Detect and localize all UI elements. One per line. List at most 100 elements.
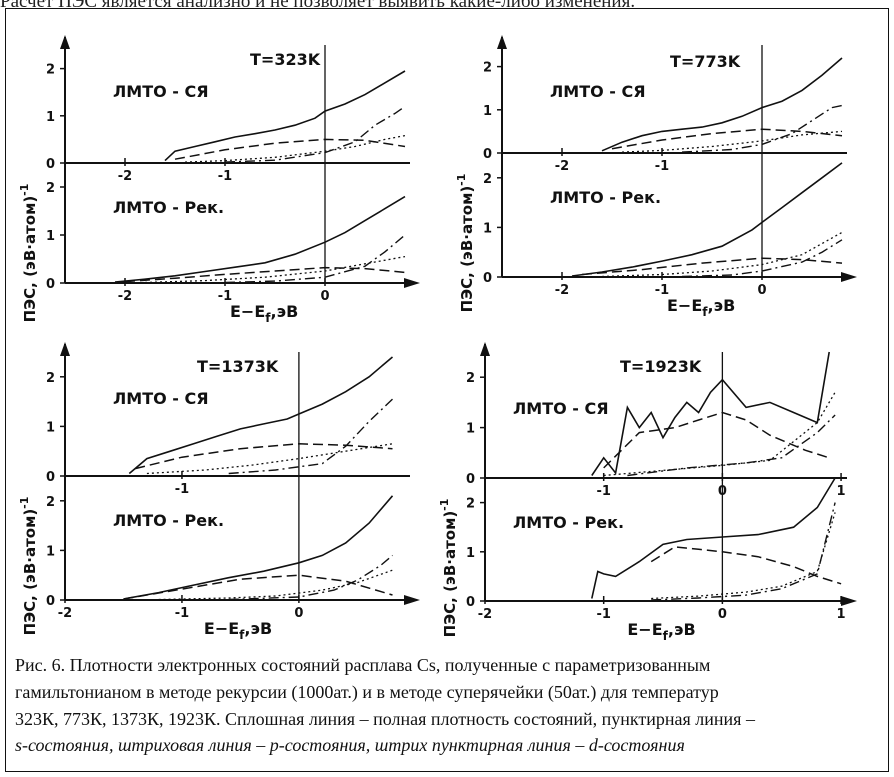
x-axis-label-unit: ,эВ	[708, 296, 736, 315]
dos-curve-dotted	[184, 134, 406, 163]
y-tick-label: 2	[483, 61, 492, 76]
y-tick-label: 2	[46, 371, 55, 386]
x-axis-arrow-icon	[404, 278, 420, 288]
y-tick-label: 0	[46, 277, 55, 292]
temperature-title: T=1373K	[197, 357, 279, 376]
temperature-title: T=323K	[250, 50, 321, 69]
x-tick-label: 1	[837, 484, 846, 499]
truncated-top-text: Расчёт ПЭС является анализно и не позвол…	[0, 0, 636, 11]
x-axis-label-sub: f	[239, 628, 245, 642]
figure-caption: Рис. 6. Плотности электронных состояний …	[15, 652, 883, 759]
x-tick-label: -1	[175, 606, 189, 621]
panel-label-supercell: ЛМТО - СЯ	[113, 389, 209, 408]
x-axis-label-sub: f	[702, 305, 708, 319]
y-axis-arrow-icon	[60, 342, 70, 356]
x-tick-label: -2	[58, 606, 72, 621]
y-axis-label-sup: -1	[18, 184, 31, 196]
x-tick-label: -2	[555, 159, 569, 174]
caption-line-1: Рис. 6. Плотности электронных состояний …	[15, 655, 711, 675]
x-tick-label: -1	[655, 159, 669, 174]
x-tick-label: -2	[118, 289, 132, 304]
dos-curve-solid	[591, 351, 830, 476]
dos-curve-dashdot	[224, 105, 406, 163]
x-tick-label: 0	[718, 484, 727, 499]
y-tick-label: 0	[466, 595, 475, 610]
dos-curve-dashdot	[228, 398, 393, 475]
dos-curve-solid	[591, 477, 836, 599]
y-tick-label: 0	[483, 147, 492, 162]
x-axis-label: E−Ef,эВ	[667, 296, 735, 319]
dos-curve-dotted	[158, 569, 393, 601]
x-tick-label: 0	[294, 606, 303, 621]
y-tick-label: 0	[46, 157, 55, 172]
y-tick-label: 2	[466, 497, 475, 512]
plot-t773: T=773K ЛМТО - СЯ 0 1 2 -2 -1 ЛМТО - Рек. 0 1 2 -2 -1…	[455, 35, 857, 319]
figure-plots: T=323K ЛМТО - СЯ 0 1 2 -2 -1 ЛМТО - Рек. 0 1 2 -2 -1…	[18, 35, 857, 643]
y-tick-label: 1	[46, 420, 55, 435]
x-tick-label: -1	[175, 482, 189, 497]
x-axis-label: E−Ef,эВ	[230, 302, 298, 325]
panel-label-recursion: ЛМТО - Рек.	[113, 198, 224, 217]
x-axis-label: E−Ef,эВ	[627, 620, 695, 643]
x-tick-label: -2	[555, 283, 569, 298]
dos-curve-dashed	[611, 128, 843, 150]
dos-curve-dashed	[123, 574, 393, 600]
caption-line-4: s-состояния, штриховая линия – p-состоян…	[15, 735, 685, 756]
panel-label-supercell: ЛМТО - СЯ	[113, 82, 209, 101]
y-tick-label: 0	[466, 472, 475, 487]
y-tick-label: 2	[46, 63, 55, 78]
x-tick-label: 0	[320, 289, 329, 304]
dos-curve-dashdot	[681, 104, 843, 153]
y-axis-arrow-icon	[480, 342, 490, 356]
y-axis-label-sup: -1	[438, 499, 451, 511]
y-tick-label: 1	[46, 544, 55, 559]
x-axis-arrow-icon	[841, 596, 857, 606]
x-axis-label-unit: ,эВ	[244, 619, 272, 638]
y-tick-label: 2	[46, 181, 55, 196]
dos-curve-solid	[123, 495, 394, 600]
y-axis-label-sup: -1	[455, 174, 468, 186]
y-tick-label: 1	[466, 546, 475, 561]
dos-curve-dashed	[603, 411, 830, 469]
dos-curve-dashdot	[228, 554, 393, 601]
dos-curve-dashdot	[627, 414, 836, 477]
plot-t323: T=323K ЛМТО - СЯ 0 1 2 -2 -1 ЛМТО - Рек. 0 1 2 -2 -1…	[18, 35, 420, 325]
y-tick-label: 1	[483, 104, 492, 119]
dos-curve-dashdot	[651, 502, 836, 601]
y-tick-label: 2	[46, 495, 55, 510]
y-axis-arrow-icon	[497, 35, 507, 49]
dos-curve-dotted	[144, 255, 406, 284]
dos-curve-solid	[164, 70, 406, 162]
plot-t1923: T=1923K ЛМТО - СЯ 0 1 2 -1 0 1 ЛМТО - Рек. 0 1 2 -2 -…	[438, 342, 857, 643]
x-tick-label: -1	[218, 289, 232, 304]
dos-curve-dashed	[135, 443, 393, 470]
dos-curve-dashdot	[681, 239, 843, 278]
y-axis-label-sup: -1	[18, 497, 31, 509]
y-tick-label: 0	[46, 470, 55, 485]
panel-label-recursion: ЛМТО - Рек.	[113, 511, 224, 530]
y-tick-label: 2	[483, 172, 492, 187]
x-axis-arrow-icon	[841, 272, 857, 282]
x-axis-arrow-icon	[404, 595, 420, 605]
x-tick-label: -2	[478, 607, 492, 622]
y-axis-label: ПЭС, (эВ·атом)-1	[18, 497, 39, 636]
dos-curve-dotted	[621, 130, 843, 153]
x-tick-label: 0	[718, 607, 727, 622]
x-axis-label-sub: f	[265, 311, 271, 325]
y-tick-label: 1	[46, 229, 55, 244]
dos-curve-dashed	[581, 257, 843, 276]
panel-label-recursion: ЛМТО - Рек.	[513, 513, 624, 532]
x-tick-label: -1	[218, 169, 232, 184]
caption-line-3: 323К, 773К, 1373К, 1923К. Сплошная линия…	[15, 708, 755, 729]
dos-curve-solid	[114, 195, 406, 283]
y-tick-label: 2	[466, 371, 475, 386]
dos-curve-dashdot	[224, 234, 406, 284]
dos-curve-dotted	[146, 443, 393, 475]
dos-curve-dashed	[124, 266, 406, 283]
x-tick-label: 1	[837, 607, 846, 622]
x-tick-label: -1	[596, 607, 610, 622]
dos-curve-solid	[571, 162, 843, 277]
dos-curve-dashed	[174, 138, 406, 160]
y-axis-arrow-icon	[60, 35, 70, 49]
dos-curve-dashed	[650, 546, 842, 585]
